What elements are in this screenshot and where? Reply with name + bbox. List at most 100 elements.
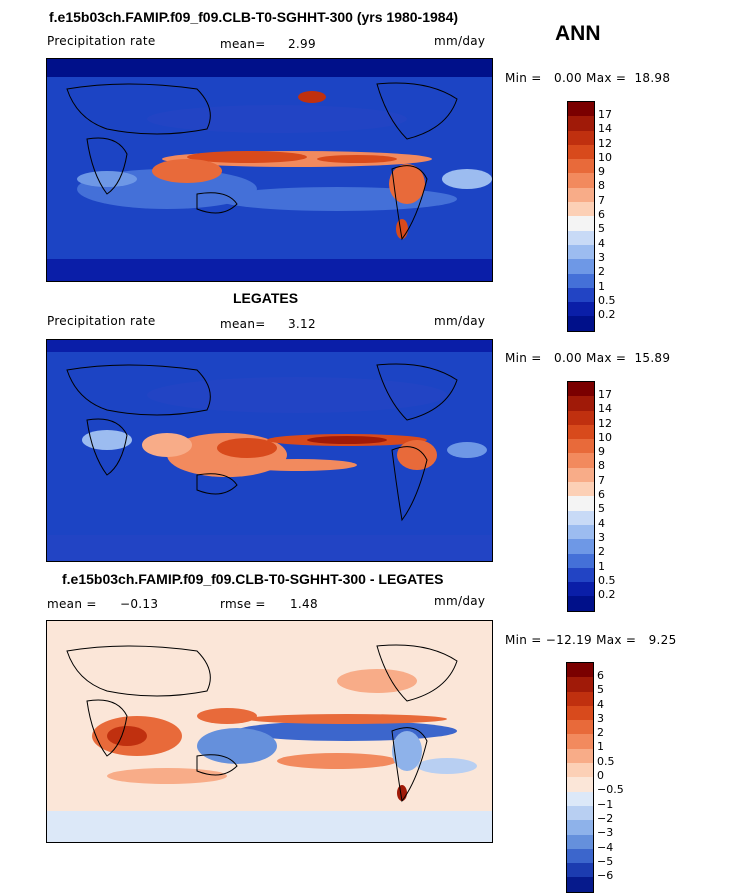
panel3-colorbar-swatch <box>567 834 593 849</box>
colorbar-tick: −2 <box>597 811 614 825</box>
panel2-colorbar-swatch <box>568 396 594 411</box>
season-label: ANN <box>555 22 601 45</box>
panel1-colorbar-swatch <box>568 144 594 160</box>
colorbar-tick: −3 <box>597 826 614 840</box>
colorbar-tick: −0.5 <box>597 783 624 797</box>
panel1-colorbar-swatch <box>568 287 594 303</box>
panel3-rmse-value: 1.48 <box>290 597 318 611</box>
colorbar-tick: 17 <box>598 388 612 401</box>
colorbar-tick: 10 <box>598 430 612 444</box>
panel1-colorbar-swatch <box>568 244 594 260</box>
panel2-colorbar-labels: 17 14 12 10 9 8 7 6 5 4 3 2 1 0.5 0.2 <box>598 388 616 602</box>
colorbar-tick: 2 <box>598 265 605 279</box>
panel2-colorbar-swatch <box>568 567 594 583</box>
panel1-mean-value: 2.99 <box>288 37 316 51</box>
colorbar-tick: 3 <box>597 711 604 725</box>
colorbar-tick: 12 <box>598 136 612 150</box>
panel3-colorbar-swatch <box>567 791 593 806</box>
panel1-colorbar-swatch <box>568 159 594 174</box>
panel1-units: mm/day <box>434 34 486 48</box>
panel2-mean-label: mean= <box>220 317 266 331</box>
panel3-colorbar <box>566 662 594 893</box>
colorbar-tick: 9 <box>598 165 605 179</box>
panel1-colorbar-swatch <box>568 187 594 203</box>
panel3-colorbar-swatch <box>567 863 593 878</box>
panel1-colorbar-swatch <box>568 216 594 231</box>
panel3-colorbar-swatch <box>567 705 593 721</box>
panel2-colorbar-swatch <box>568 424 594 440</box>
colorbar-tick: 3 <box>598 250 605 264</box>
panel2-colorbar-swatch <box>568 382 594 397</box>
panel2-units: mm/day <box>434 314 486 328</box>
colorbar-tick: 10 <box>598 150 612 164</box>
colorbar-tick: 14 <box>598 122 612 136</box>
panel2-colorbar-swatch <box>568 510 594 525</box>
colorbar-tick: 1 <box>598 279 605 293</box>
panel1-colorbar-swatch <box>568 130 594 145</box>
panel2-mean-value: 3.12 <box>288 317 316 331</box>
colorbar-tick: 0.5 <box>598 573 616 587</box>
panel3-colorbar-swatch <box>567 677 593 692</box>
panel1-colorbar <box>567 101 595 332</box>
panel2-colorbar-swatch <box>568 582 594 597</box>
colorbar-tick: 17 <box>598 108 612 121</box>
colorbar-tick: 8 <box>598 459 605 473</box>
colorbar-tick: 0.2 <box>598 308 616 322</box>
colorbar-tick: 12 <box>598 416 612 430</box>
panel1-colorbar-swatch <box>568 316 594 331</box>
colorbar-tick: 4 <box>598 236 605 250</box>
panel1-colorbar-swatch <box>568 173 594 188</box>
panel1-colorbar-swatch <box>568 302 594 317</box>
panel3-colorbar-swatch <box>567 720 593 735</box>
colorbar-tick: 0.2 <box>598 588 616 602</box>
panel1-mean-label: mean= <box>220 37 266 51</box>
panel2-colorbar-swatch <box>568 539 594 554</box>
panel3-colorbar-swatch <box>567 848 593 864</box>
panel3-colorbar-swatch <box>567 748 593 764</box>
colorbar-tick: 7 <box>598 193 605 207</box>
colorbar-tick: −6 <box>597 869 614 883</box>
panel3-title: f.e15b03ch.FAMIP.f09_f09.CLB-T0-SGHHT-30… <box>62 571 444 587</box>
colorbar-tick: 1 <box>598 559 605 573</box>
panel3-units: mm/day <box>434 594 486 608</box>
panel2-colorbar-swatch <box>568 410 594 425</box>
panel3-colorbar-swatch <box>567 877 593 892</box>
panel3-mean-value: −0.13 <box>120 597 159 611</box>
panel2-colorbar-swatch <box>568 453 594 468</box>
panel1-minmax: Min = 0.00 Max = 18.98 <box>505 71 671 85</box>
panel3-colorbar-swatch <box>567 734 593 749</box>
panel2-colorbar-swatch <box>568 596 594 611</box>
colorbar-tick: 14 <box>598 402 612 416</box>
panel3-difference-map <box>46 620 493 843</box>
panel2-colorbar-swatch <box>568 439 594 454</box>
panel1-colorbar-labels: 17 14 12 10 9 8 7 6 5 4 3 2 1 0.5 0.2 <box>598 108 616 322</box>
panel1-colorbar-swatch <box>568 202 594 217</box>
panel3-colorbar-swatch <box>567 777 593 792</box>
colorbar-tick: 6 <box>598 208 605 222</box>
panel3-minmax: Min = −12.19 Max = 9.25 <box>505 633 677 647</box>
colorbar-tick: 8 <box>598 179 605 193</box>
colorbar-tick: 4 <box>598 516 605 530</box>
panel1-colorbar-swatch <box>568 273 594 288</box>
colorbar-tick: 5 <box>597 683 604 697</box>
panel1-colorbar-swatch <box>568 102 594 117</box>
colorbar-tick: −5 <box>597 854 614 868</box>
colorbar-tick: −1 <box>597 797 614 811</box>
panel1-precip-map <box>46 58 493 282</box>
panel3-colorbar-swatch <box>567 820 593 835</box>
colorbar-tick: 7 <box>598 473 605 487</box>
panel2-variable-label: Precipitation rate <box>47 314 156 328</box>
colorbar-tick: 2 <box>597 726 604 740</box>
colorbar-tick: 0.5 <box>598 293 616 307</box>
panel2-minmax: Min = 0.00 Max = 15.89 <box>505 351 671 365</box>
panel3-colorbar-swatch <box>567 763 593 778</box>
panel3-colorbar-swatch <box>567 805 593 821</box>
panel1-colorbar-swatch <box>568 230 594 245</box>
panel3-colorbar-swatch <box>567 663 593 678</box>
panel2-colorbar-swatch <box>568 467 594 483</box>
panel3-colorbar-swatch <box>567 691 593 706</box>
colorbar-tick: 4 <box>597 697 604 711</box>
colorbar-tick: 0.5 <box>597 754 615 768</box>
panel1-colorbar-swatch <box>568 116 594 131</box>
panel1-colorbar-swatch <box>568 259 594 274</box>
